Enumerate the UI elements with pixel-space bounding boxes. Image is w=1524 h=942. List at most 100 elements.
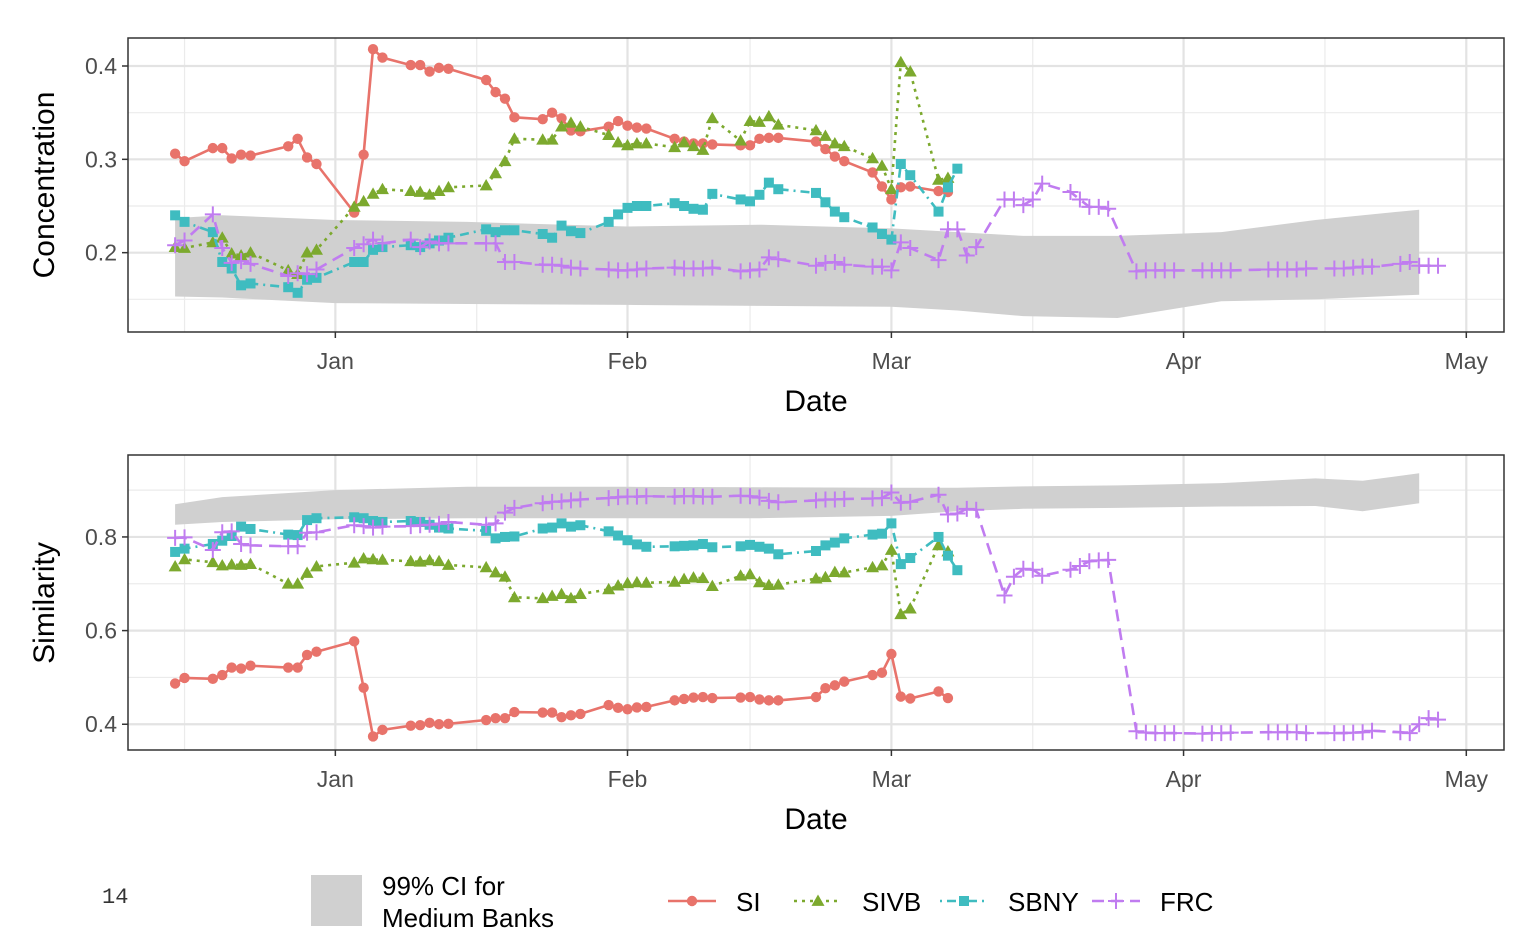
concentration-point-si [537, 114, 548, 125]
similarity-point-si [839, 676, 850, 687]
concentration-point-sivb [479, 178, 493, 191]
similarity-point-sivb [809, 572, 823, 584]
concentration-point-sivb [630, 136, 644, 149]
concentration-point-si [283, 141, 294, 152]
similarity-x-tick-label: Feb [608, 766, 648, 792]
concentration-point-frc [873, 258, 890, 275]
concentration-point-sbny [622, 202, 633, 213]
similarity-point-sivb [404, 554, 418, 567]
concentration-point-sbny [895, 159, 906, 169]
similarity-point-si [603, 699, 614, 711]
concentration-x-tick-label: Mar [872, 348, 912, 374]
similarity-point-sivb [875, 559, 889, 571]
similarity-point-sbny [537, 523, 548, 534]
similarity-point-frc [968, 501, 985, 518]
concentration-point-sivb [441, 180, 455, 193]
similarity-point-sbny [886, 518, 897, 529]
similarity-point-frc [1401, 725, 1418, 742]
concentration-x-tick-label: Apr [1166, 348, 1202, 374]
concentration-point-sivb [837, 139, 851, 152]
concentration-point-sbny [763, 177, 774, 188]
concentration-point-frc [1401, 254, 1418, 270]
similarity-point-si [169, 678, 181, 689]
concentration-point-sivb [564, 116, 578, 128]
concentration-point-sbny [735, 194, 746, 205]
concentration-point-si [292, 133, 303, 144]
concentration-point-frc [176, 232, 193, 249]
similarity-point-si [933, 686, 944, 697]
similarity-point-si [546, 707, 558, 718]
concentration-point-sivb [215, 231, 229, 243]
concentration-point-si [707, 139, 718, 150]
concentration-point-frc [1090, 198, 1107, 215]
concentration-point-sbny [217, 257, 228, 267]
concentration-point-si [631, 122, 643, 133]
concentration-y-ticks: 0.2 0.3 0.4 [85, 53, 128, 266]
concentration-point-sivb [244, 246, 258, 258]
concentration-point-frc [1430, 257, 1447, 274]
concentration-point-frc [487, 235, 504, 252]
similarity-point-sivb [762, 578, 776, 591]
similarity-point-si [763, 695, 775, 706]
concentration-point-sbny [565, 226, 576, 237]
concentration-point-sivb [818, 129, 832, 141]
similarity-point-sivb [479, 560, 493, 573]
similarity-point-sivb [555, 587, 569, 599]
concentration-point-frc [1071, 191, 1088, 208]
similarity-point-sbny [942, 550, 953, 561]
concentration-plot-border [127, 37, 1505, 333]
similarity-point-sbny [688, 540, 699, 551]
concentration-point-sbny [556, 220, 567, 231]
legend-marker-frc [1108, 893, 1124, 909]
similarity-point-frc [534, 495, 551, 512]
similarity-point-frc [176, 529, 193, 546]
similarity-point-sbny [867, 529, 878, 540]
concentration-point-si [377, 52, 388, 63]
similarity-point-sbny [697, 538, 708, 549]
concentration-point-si [207, 142, 219, 154]
similarity-point-frc [487, 515, 504, 532]
similarity-y-tick-label: 0.6 [85, 618, 117, 644]
concentration-point-sbny [952, 163, 963, 174]
concentration-point-sbny [829, 206, 840, 217]
concentration-x-tick-label: Jan [317, 348, 354, 374]
concentration-point-sbny [679, 201, 690, 211]
concentration-x-axis-title: Date [784, 385, 847, 418]
similarity-point-si [311, 646, 322, 657]
concentration-point-sbny [811, 187, 821, 198]
similarity-point-sivb [752, 575, 766, 588]
similarity-point-sivb [489, 566, 503, 578]
similarity-point-si [612, 702, 624, 714]
similarity-point-si [697, 691, 709, 703]
similarity-panel: 0.4 0.6 0.8 Jan Feb Mar Apr May Similarity Dat… [28, 454, 1505, 836]
concentration-point-sivb [752, 115, 766, 127]
concentration-point-frc [638, 260, 655, 277]
similarity-point-frc [233, 535, 250, 552]
concentration-point-si [433, 62, 445, 74]
similarity-point-sbny [236, 521, 247, 532]
similarity-point-frc [742, 488, 759, 505]
similarity-point-frc [902, 493, 919, 510]
legend-marker-sivb [811, 894, 825, 906]
concentration-point-sbny [490, 227, 501, 238]
similarity-point-sbny [679, 540, 690, 551]
similarity-point-sivb [705, 579, 719, 591]
similarity-point-sivb [300, 566, 314, 578]
concentration-point-frc [1222, 262, 1239, 279]
concentration-point-sivb [611, 136, 625, 148]
similarity-point-sbny [773, 549, 784, 560]
concentration-point-frc [242, 255, 259, 272]
concentration-point-frc [421, 233, 438, 250]
concentration-point-sbny [942, 182, 953, 193]
similarity-point-sbny [763, 543, 774, 554]
concentration-point-si [235, 149, 247, 160]
concentration-point-si [622, 120, 633, 131]
similarity-x-tick-label: Jan [317, 766, 354, 792]
similarity-x-tick-label: Mar [872, 766, 912, 792]
concentration-point-frc [968, 239, 985, 256]
concentration-series-sivb [168, 55, 955, 280]
concentration-point-si [367, 44, 379, 55]
concentration-point-frc [402, 231, 419, 248]
similarity-point-si [744, 691, 756, 703]
similarity-point-sivb [602, 582, 616, 595]
